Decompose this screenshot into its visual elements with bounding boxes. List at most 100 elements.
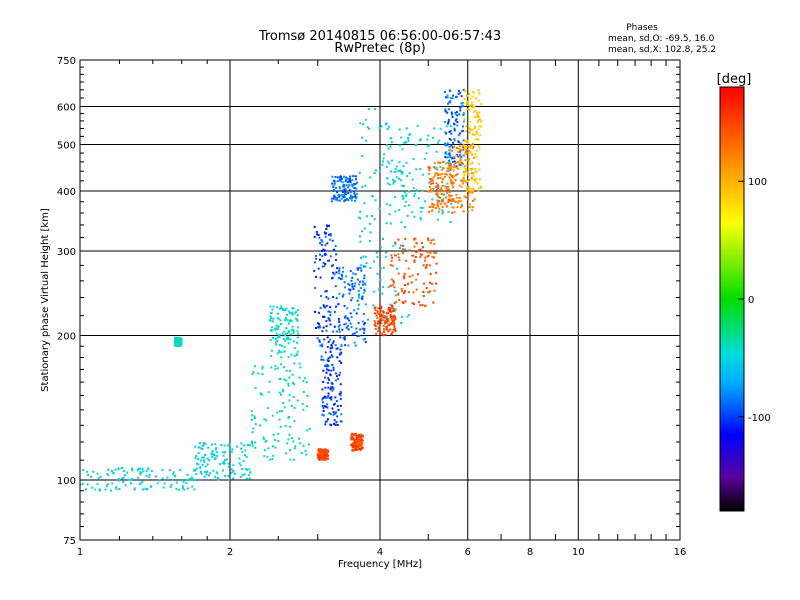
scatter-point: [292, 396, 295, 399]
scatter-point: [302, 380, 305, 383]
scatter-point: [177, 488, 180, 491]
scatter-point: [338, 186, 341, 189]
scatter-point: [413, 194, 416, 197]
scatter-point: [333, 194, 336, 197]
scatter-point: [342, 181, 345, 184]
scatter-point: [348, 197, 351, 200]
scatter-point: [343, 337, 346, 340]
scatter-point: [459, 159, 462, 162]
scatter-point: [350, 433, 353, 436]
scatter-point: [351, 333, 354, 336]
scatter-point: [178, 342, 181, 345]
scatter-point: [335, 190, 338, 193]
scatter-point: [197, 446, 200, 449]
scatter-point: [172, 473, 175, 476]
scatter-point: [459, 91, 462, 94]
scatter-point: [277, 440, 280, 443]
scatter-point: [393, 286, 396, 289]
scatter-point: [115, 488, 118, 491]
scatter-point: [147, 467, 150, 470]
scatter-point: [330, 354, 333, 357]
scatter-point: [475, 156, 478, 159]
scatter-point: [179, 339, 182, 342]
scatter-point: [447, 200, 450, 203]
scatter-point: [472, 133, 475, 136]
scatter-point: [148, 473, 151, 476]
scatter-point: [464, 130, 467, 133]
x-tick-label: 2: [227, 547, 233, 558]
scatter-point: [328, 319, 331, 322]
scatter-point: [471, 128, 474, 131]
scatter-point: [251, 373, 254, 376]
scatter-point: [178, 337, 181, 340]
scatter-point: [466, 158, 469, 161]
scatter-point: [413, 259, 416, 262]
scatter-point: [356, 442, 359, 445]
scatter-point: [449, 167, 452, 170]
scatter-point: [445, 162, 448, 165]
scatter-point: [461, 104, 464, 107]
scatter-point: [269, 315, 272, 318]
scatter-point: [313, 269, 316, 272]
scatter-point: [329, 423, 332, 426]
scatter-point: [338, 199, 341, 202]
scatter-point: [293, 355, 296, 358]
scatter-point: [452, 198, 455, 201]
scatter-point: [453, 200, 456, 203]
scatter-point: [287, 438, 290, 441]
scatter-point: [392, 180, 395, 183]
scatter-point: [275, 324, 278, 327]
scatter-point: [456, 114, 459, 117]
scatter-point: [362, 292, 365, 295]
scatter-point: [354, 178, 357, 181]
scatter-point: [326, 336, 329, 339]
scatter-point: [334, 196, 337, 199]
scatter-point: [122, 476, 125, 479]
scatter-point: [276, 312, 279, 315]
scatter-point: [206, 463, 209, 466]
scatter-point: [427, 190, 430, 193]
scatter-point: [354, 273, 357, 276]
scatter-point: [352, 449, 355, 452]
scatter-point: [211, 455, 214, 458]
scatter-point: [478, 186, 481, 189]
scatter-point: [287, 384, 290, 387]
scatter-point: [345, 178, 348, 181]
scatter-point: [361, 136, 364, 139]
scatter-point: [414, 256, 417, 259]
scatter-point: [315, 230, 318, 233]
scatter-point: [325, 224, 328, 227]
scatter-point: [385, 325, 388, 328]
scatter-point: [180, 340, 183, 343]
scatter-point: [319, 458, 322, 461]
scatter-point: [340, 180, 343, 183]
scatter-point: [245, 469, 248, 472]
scatter-point: [416, 273, 419, 276]
scatter-point: [364, 255, 367, 258]
scatter-point: [355, 187, 358, 190]
scatter-point: [378, 207, 381, 210]
scatter-point: [447, 122, 450, 125]
scatter-point: [350, 438, 353, 441]
scatter-point: [279, 378, 282, 381]
scatter-point: [345, 184, 348, 187]
scatter-point: [464, 90, 467, 93]
scatter-point: [305, 381, 308, 384]
scatter-point: [387, 320, 390, 323]
scatter-point: [136, 469, 139, 472]
scatter-point: [467, 185, 470, 188]
scatter-point: [459, 163, 462, 166]
scatter-point: [327, 392, 330, 395]
scatter-point: [293, 383, 296, 386]
scatter-point: [341, 190, 344, 193]
scatter-point: [276, 352, 279, 355]
scatter-point: [377, 313, 380, 316]
scatter-point: [465, 167, 468, 170]
scatter-point: [330, 396, 333, 399]
scatter-point: [443, 202, 446, 205]
scatter-point: [480, 125, 483, 128]
scatter-point: [251, 444, 254, 447]
scatter-point: [448, 154, 451, 157]
scatter-point: [331, 386, 334, 389]
scatter-point: [480, 103, 483, 106]
